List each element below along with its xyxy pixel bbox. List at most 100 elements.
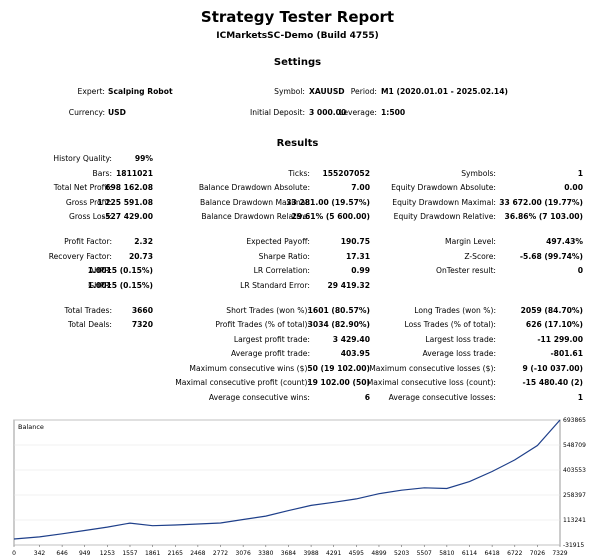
- recovery-factor-label: Recovery Factor:: [48, 252, 112, 261]
- max-cons-losses-label: Maximum consecutive losses ($):: [369, 364, 496, 373]
- balance-chart: Balance 693865 548709 403553 258397 113241 -31…: [12, 417, 586, 557]
- leverage-value: 1:500: [381, 108, 406, 117]
- zscore-value: -5.68 (99.74%): [519, 252, 583, 261]
- chart-title: Balance: [18, 423, 44, 431]
- gross-profit-value: 1 225 591.08: [97, 198, 153, 207]
- total-trades-value: 3660: [131, 306, 153, 315]
- gross-profit-label: Gross Profit:: [65, 198, 112, 207]
- ghpr-label: GHPR:: [88, 281, 112, 290]
- eq-dd-max-label: Equity Drawdown Maximal:: [392, 198, 496, 207]
- bal-dd-rel-value: 29.61% (5 600.00): [291, 212, 370, 221]
- history-quality-value: 99%: [134, 154, 153, 163]
- margin-level-value: 497.43%: [546, 237, 583, 246]
- x-tick-label: 7026: [530, 550, 545, 557]
- lr-std-label: LR Standard Error:: [240, 281, 310, 290]
- avg-loss-value: -801.61: [550, 349, 583, 358]
- bal-dd-abs-label: Balance Drawdown Absolute:: [198, 183, 310, 192]
- x-tick-label: 2165: [168, 550, 183, 557]
- x-tick-label: 949: [79, 550, 91, 557]
- profit-factor-label: Profit Factor:: [64, 237, 112, 246]
- bars-label: Bars:: [92, 169, 113, 178]
- history-quality-label: History Quality:: [53, 154, 112, 163]
- x-tick-label: 6722: [507, 550, 522, 557]
- ontester-value: 0: [577, 266, 583, 275]
- gross-loss-value: -527 429.00: [102, 212, 153, 221]
- expert-label: Expert:: [77, 87, 105, 96]
- avg-cons-wins-value: 6: [364, 393, 370, 402]
- y-tick-label: -31915: [563, 542, 584, 549]
- x-tick-label: 646: [56, 550, 68, 557]
- largest-loss-value: -11 299.00: [537, 335, 583, 344]
- max-cons-wins-label: Maximum consecutive wins ($):: [189, 364, 310, 373]
- x-tick-label: 342: [34, 550, 46, 557]
- bal-dd-max-value: 33 281.00 (19.57%): [286, 198, 370, 207]
- x-tick-label: 0: [12, 550, 16, 557]
- y-tick-label: 693865: [563, 417, 586, 424]
- x-tick-label: 4899: [371, 550, 386, 557]
- expected-payoff-value: 190.75: [340, 237, 370, 246]
- maximal-cons-loss-value: -15 480.40 (2): [522, 378, 583, 387]
- x-tick-label: 4291: [326, 550, 341, 557]
- recovery-factor-value: 20.73: [128, 252, 153, 261]
- x-tick-label: 4595: [349, 550, 364, 557]
- net-profit-label: Total Net Profit:: [53, 183, 112, 192]
- expert-value: Scalping Robot: [108, 87, 173, 96]
- ticks-value: 155207052: [322, 169, 370, 178]
- symbol-label: Symbol:: [274, 87, 305, 96]
- short-trades-label: Short Trades (won %):: [226, 306, 310, 315]
- long-trades-value: 2059 (84.70%): [520, 306, 583, 315]
- eq-dd-abs-label: Equity Drawdown Absolute:: [391, 183, 496, 192]
- total-deals-value: 7320: [131, 320, 153, 329]
- bars-value: 1811021: [116, 169, 153, 178]
- lr-corr-label: LR Correlation:: [253, 266, 310, 275]
- ahpr-value: 1.0015 (0.15%): [87, 266, 153, 275]
- gross-loss-label: Gross Loss:: [68, 212, 112, 221]
- x-tick-label: 5507: [417, 550, 432, 557]
- lr-corr-value: 0.99: [351, 266, 370, 275]
- symbol-value: XAUUSD: [309, 87, 345, 96]
- profit-trades-value: 3034 (82.90%): [307, 320, 370, 329]
- deposit-value: 3 000.00: [309, 108, 347, 117]
- largest-profit-label: Largest profit trade:: [233, 335, 310, 344]
- y-tick-label: 403553: [563, 467, 586, 474]
- x-tick-label: 1253: [100, 550, 115, 557]
- currency-label: Currency:: [68, 108, 105, 117]
- x-tick-label: 3076: [236, 550, 251, 557]
- zscore-label: Z-Score:: [464, 252, 496, 261]
- bal-dd-abs-value: 7.00: [351, 183, 370, 192]
- y-tick-label: 113241: [563, 517, 586, 524]
- max-cons-losses-value: 9 (-10 037.00): [522, 364, 583, 373]
- largest-profit-value: 3 429.40: [332, 335, 370, 344]
- bal-dd-rel-label: Balance Drawdown Relative:: [201, 212, 310, 221]
- maximal-cons-loss-label: Maximal consecutive loss (count):: [366, 378, 496, 387]
- long-trades-label: Long Trades (won %):: [414, 306, 496, 315]
- ontester-label: OnTester result:: [436, 266, 496, 275]
- total-deals-label: Total Deals:: [68, 320, 112, 329]
- y-tick-label: 548709: [563, 442, 586, 449]
- x-tick-label: 1861: [145, 550, 160, 557]
- expected-payoff-label: Expected Payoff:: [246, 237, 310, 246]
- avg-loss-label: Average loss trade:: [422, 349, 496, 358]
- profit-factor-value: 2.32: [134, 237, 153, 246]
- sharpe-label: Sharpe Ratio:: [258, 252, 310, 261]
- x-tick-label: 1557: [122, 550, 137, 557]
- sharpe-value: 17.31: [345, 252, 370, 261]
- margin-level-label: Margin Level:: [445, 237, 496, 246]
- symbols-value: 1: [577, 169, 583, 178]
- maximal-cons-profit-value: 19 102.00 (50): [307, 378, 370, 387]
- eq-dd-abs-value: 0.00: [564, 183, 583, 192]
- period-value: M1 (2020.01.01 - 2025.02.14): [381, 87, 508, 96]
- maximal-cons-profit-label: Maximal consecutive profit (count):: [175, 378, 310, 387]
- eq-dd-max-value: 33 672.00 (19.77%): [499, 198, 583, 207]
- currency-value: USD: [108, 108, 126, 117]
- leverage-label: Leverage:: [339, 108, 377, 117]
- period-label: Period:: [350, 87, 377, 96]
- report-subtitle: ICMarketsSC-Demo (Build 4755): [216, 31, 379, 41]
- avg-profit-label: Average profit trade:: [231, 349, 310, 358]
- net-profit-value: 698 162.08: [105, 183, 153, 192]
- results-heading: Results: [276, 138, 319, 149]
- ahpr-label: AHPR:: [88, 266, 112, 275]
- plot-frame: [13, 419, 561, 546]
- avg-cons-losses-label: Average consecutive losses:: [388, 393, 496, 402]
- max-cons-wins-value: 50 (19 102.00): [307, 364, 370, 373]
